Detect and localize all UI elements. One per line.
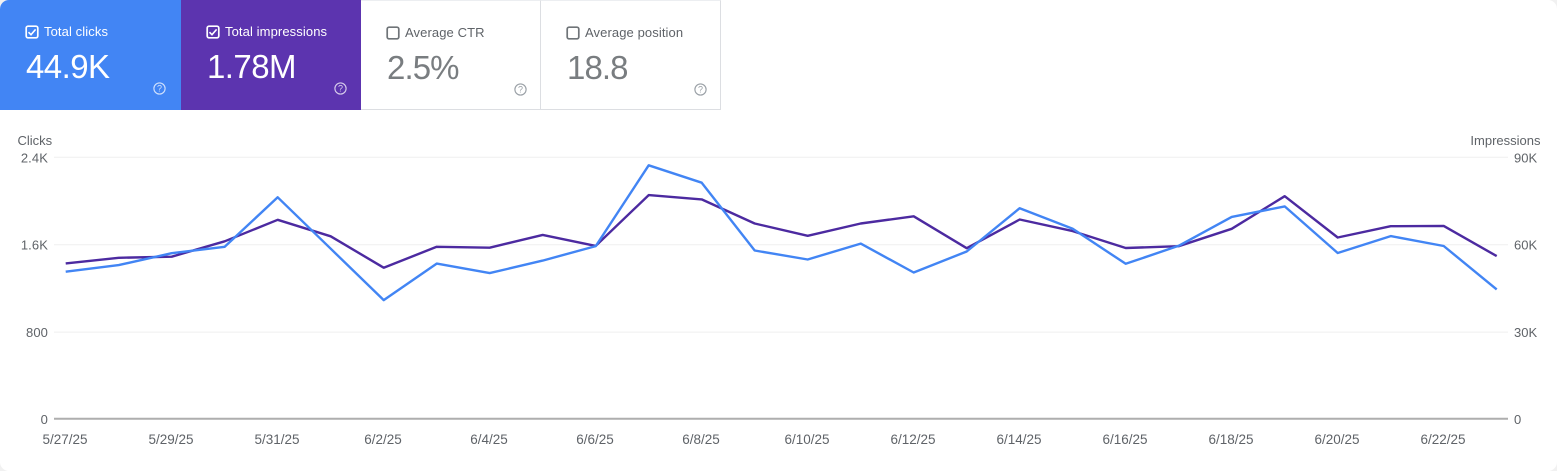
svg-text:?: ?	[518, 84, 523, 94]
svg-text:6/16/25: 6/16/25	[1102, 432, 1147, 447]
svg-text:6/18/25: 6/18/25	[1208, 432, 1253, 447]
svg-text:6/14/25: 6/14/25	[996, 432, 1041, 447]
svg-text:Clicks: Clicks	[18, 133, 53, 148]
svg-text:30K: 30K	[1514, 325, 1537, 340]
svg-text:6/2/25: 6/2/25	[364, 432, 402, 447]
svg-text:6/10/25: 6/10/25	[784, 432, 829, 447]
svg-text:60K: 60K	[1514, 238, 1537, 253]
svg-text:?: ?	[698, 84, 703, 94]
svg-text:2.4K: 2.4K	[21, 150, 48, 165]
svg-text:5/27/25: 5/27/25	[42, 432, 87, 447]
svg-text:?: ?	[157, 83, 162, 93]
svg-text:0: 0	[1514, 412, 1521, 427]
svg-text:6/22/25: 6/22/25	[1420, 432, 1465, 447]
svg-text:6/20/25: 6/20/25	[1314, 432, 1359, 447]
svg-text:6/12/25: 6/12/25	[890, 432, 935, 447]
svg-text:?: ?	[338, 83, 343, 93]
svg-text:5/29/25: 5/29/25	[148, 432, 193, 447]
svg-text:1.6K: 1.6K	[21, 238, 48, 253]
svg-text:5/31/25: 5/31/25	[254, 432, 299, 447]
svg-text:800: 800	[26, 325, 48, 340]
svg-text:6/4/25: 6/4/25	[470, 432, 508, 447]
svg-text:6/6/25: 6/6/25	[576, 432, 614, 447]
svg-text:Impressions: Impressions	[1470, 133, 1541, 148]
svg-text:90K: 90K	[1514, 150, 1537, 165]
svg-text:6/8/25: 6/8/25	[682, 432, 720, 447]
svg-text:0: 0	[41, 412, 48, 427]
